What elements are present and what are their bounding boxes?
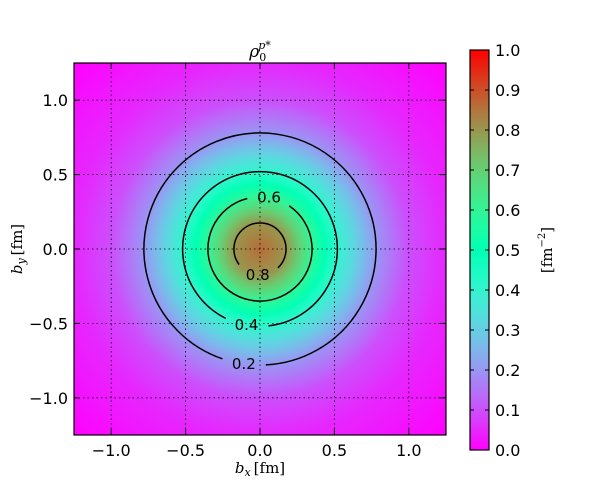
- contour-line-0-8: [233, 222, 287, 269]
- colorbar-tick-label: 0.7: [495, 161, 520, 180]
- x-tick-label: 0.0: [247, 441, 272, 460]
- colorbar-tick-label: 0.6: [495, 201, 520, 220]
- contour-layer: 0.2 0.4 0.6 0.8: [143, 132, 377, 373]
- y-tick-label: 0.0: [43, 240, 68, 259]
- contour-label: 0.4: [235, 316, 259, 334]
- colorbar: [470, 50, 489, 450]
- contour-label: 0.2: [232, 355, 256, 373]
- contour-line-0-2: [143, 132, 377, 366]
- y-tick-label: −1.0: [29, 389, 68, 408]
- x-axis-ticks: −1.0 −0.5 0.0 0.5 1.0: [92, 63, 422, 460]
- y-tick-label: −0.5: [29, 314, 68, 333]
- colorbar-tick-label: 0.5: [495, 241, 520, 260]
- colorbar-tick-label: 0.4: [495, 281, 520, 300]
- x-tick-label: 1.0: [396, 441, 421, 460]
- contour-label: 0.8: [246, 266, 270, 284]
- y-axis-label: by[fm]: [8, 224, 28, 274]
- x-tick-label: 0.5: [322, 441, 347, 460]
- colorbar-ticks: 0.0 0.1 0.2 0.3 0.4 0.5 0.6 0.7 0.8 0.9 1.0: [470, 41, 520, 460]
- y-tick-label: 1.0: [43, 91, 68, 110]
- y-tick-label: 0.5: [43, 166, 68, 185]
- grid-lines: [74, 63, 446, 435]
- x-tick-label: −0.5: [166, 441, 205, 460]
- contour-line-0-4: [181, 170, 339, 327]
- colorbar-tick-label: 0.2: [495, 361, 520, 380]
- chart-title: ρ0p*: [248, 39, 271, 64]
- x-axis-label: bx [fm]: [235, 459, 285, 479]
- contour-line-0-6: [207, 197, 313, 302]
- contour-label: 0.6: [257, 189, 281, 207]
- colorbar-tick-label: 0.9: [495, 81, 520, 100]
- colorbar-tick-label: 1.0: [495, 41, 520, 60]
- colorbar-tick-label: 0.1: [495, 401, 520, 420]
- y-axis-ticks: −1.0 −0.5 0.0 0.5 1.0: [29, 91, 446, 408]
- x-tick-label: −1.0: [92, 441, 131, 460]
- colorbar-tick-label: 0.3: [495, 321, 520, 340]
- colorbar-label: [fm−2]: [537, 227, 556, 273]
- colorbar-tick-label: 0.0: [495, 441, 520, 460]
- colorbar-tick-label: 0.8: [495, 121, 520, 140]
